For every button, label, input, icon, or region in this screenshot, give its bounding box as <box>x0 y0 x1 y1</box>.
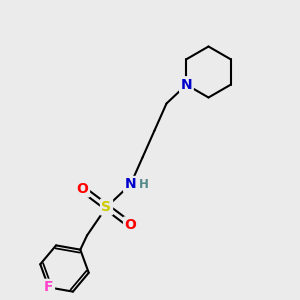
Text: O: O <box>124 218 136 232</box>
Text: N: N <box>125 178 136 191</box>
Text: S: S <box>101 200 112 214</box>
Text: H: H <box>139 178 149 191</box>
Text: F: F <box>44 280 53 294</box>
Text: O: O <box>76 182 88 196</box>
Text: N: N <box>181 78 192 92</box>
